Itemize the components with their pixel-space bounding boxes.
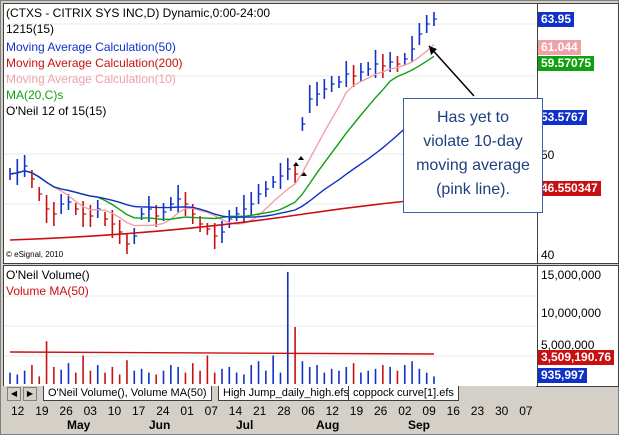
ma20-tag: 59.57075 [538,56,595,71]
month-label: Aug [316,418,340,432]
date-axis[interactable]: 12 19 26 03 10 17 24 01 07 14 21 28 06 12 19 26 02 09 16 23… [3,402,536,434]
study-label-ma200[interactable]: Moving Average Calculation(200) [6,56,183,70]
date-tick: 06 [301,404,315,418]
price-axis-label-40: 40 [541,248,555,262]
tab-high-jump[interactable]: High Jump_daily_high.efs [218,386,354,401]
date-tick: 09 [422,404,436,418]
study-label-ma20[interactable]: MA(20,C)s [6,88,64,102]
tab-scroll-right-icon[interactable]: ▶ [23,387,37,401]
last-price-tag: 63.95 [538,12,575,27]
month-label: Sep [408,418,431,432]
date-tick: 23 [470,404,485,418]
volume-ma-line [9,351,435,355]
signal-marker [293,162,299,166]
date-tick: 19 [349,404,364,418]
volume-ma-label[interactable]: Volume MA(50) [6,284,89,298]
tab-coppock-curve[interactable]: coppock curve[1].efs [348,386,459,401]
chart-title: (CTXS - CITRIX SYS INC,D) Dynamic,0:00-2… [6,6,271,20]
date-tick: 12 [325,404,339,418]
volume-axis-label-5m: 5,000,000 [541,338,595,352]
date-tick: 24 [156,404,170,418]
signal-marker [301,172,307,176]
date-tick: 21 [253,404,267,418]
last-volume-tag: 935,997 [538,368,588,383]
copyright-text: © eSignal, 2010 [6,250,64,259]
annotation-line-1: Has yet to [436,109,510,126]
annotation-box: Has yet to violate 10-day moving average… [403,98,543,213]
month-label: May [67,418,91,432]
date-tick: 19 [35,404,49,418]
date-tick: 30 [495,404,509,418]
signal-marker [298,156,304,160]
volume-axis[interactable]: 15,000,000 10,000,000 5,000,000 3,509,19… [537,265,619,387]
volume-ma-tag: 3,509,190.76 [538,350,615,365]
ma10-tag: 61.044 [538,40,581,55]
ma200-tag: 46.550347 [538,181,601,196]
volume-line-label: 1215(15) [6,22,55,36]
annotation-line-3: moving average [416,157,530,174]
date-tick: 10 [107,404,122,418]
month-label: Jul [236,418,254,432]
date-tick: 28 [277,404,291,418]
date-tick: 07 [204,404,218,418]
ma50-line [9,99,435,219]
tab-oneil-volume[interactable]: O'Neil Volume(), Volume MA(50) [43,386,212,401]
date-tick: 17 [132,404,146,418]
date-tick: 01 [180,404,194,418]
month-label: Jun [149,418,171,432]
ma10-line [9,43,435,227]
date-tick: 02 [398,404,412,418]
volume-pane[interactable]: O'Neil Volume() Volume MA(50) [3,265,538,387]
study-tab-bar: ◀ ▶ O'Neil Volume(), Volume MA(50) High … [3,386,536,402]
ma50-tag: 53.5767 [538,110,588,125]
date-tick: 12 [11,404,25,418]
date-tick: 07 [519,404,533,418]
date-tick: 26 [59,404,73,418]
study-label-oneil[interactable]: O'Neil 12 of 15(15) [6,104,107,118]
study-label-ma10[interactable]: Moving Average Calculation(10) [6,72,176,86]
date-tick: 14 [228,404,243,418]
annotation-line-2: violate 10-day [423,133,523,150]
price-axis[interactable]: 63.95 61.044 59.57075 53.5767 50 46.5503… [537,3,619,264]
volume-axis-label-10m: 10,000,000 [541,306,602,320]
date-tick: 03 [83,404,97,418]
volume-axis-label-15m: 15,000,000 [541,268,602,282]
price-axis-label-50: 50 [541,148,555,162]
date-tick: 16 [446,404,460,418]
annotation-arrow [428,45,475,97]
price-chart-svg [4,12,537,254]
tab-scroll-left-icon[interactable]: ◀ [7,387,21,401]
volume-title: O'Neil Volume() [6,268,90,282]
date-tick: 26 [374,404,388,418]
volume-chart-svg [4,271,537,384]
annotation-arrowhead [429,46,437,55]
annotation-line-4: (pink line). [436,181,510,198]
study-label-ma50[interactable]: Moving Average Calculation(50) [6,40,176,54]
